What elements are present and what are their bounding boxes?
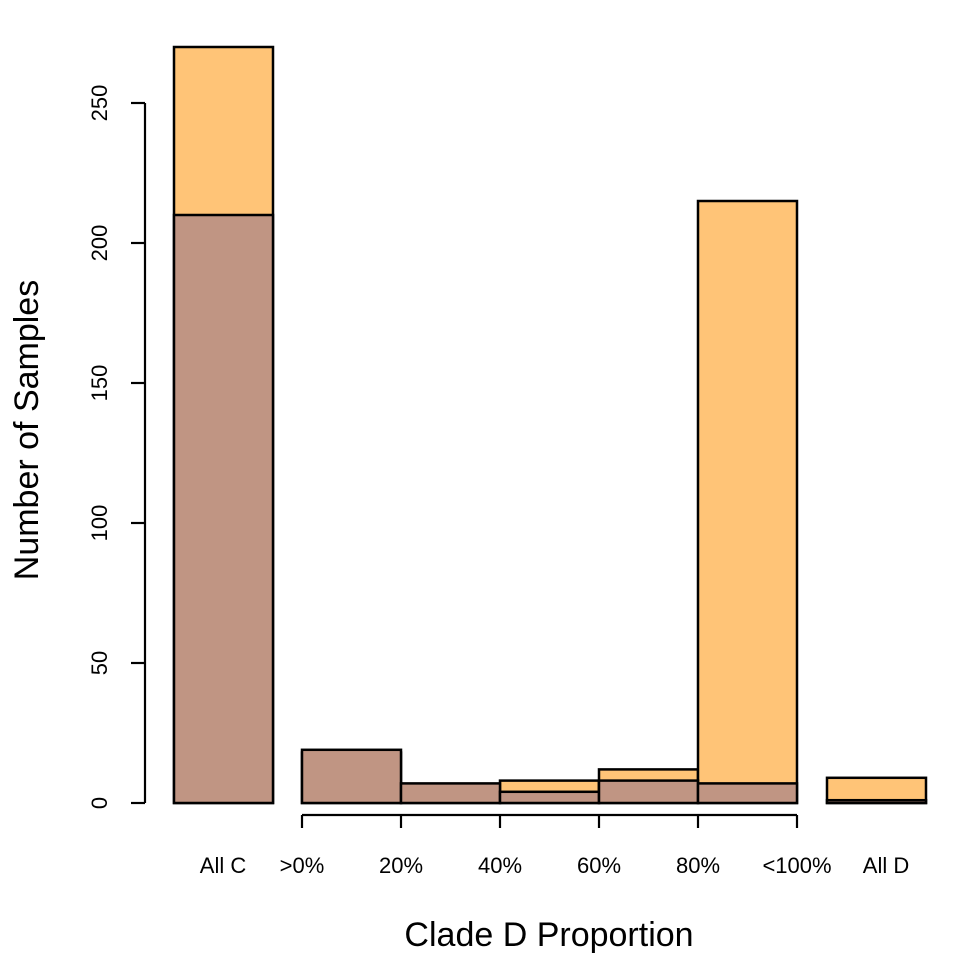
bar-series2-5: [696, 782, 799, 805]
bars-group: [172, 45, 928, 805]
y-tick-label: 50: [87, 651, 112, 675]
x-tick-label: 20%: [379, 853, 423, 878]
y-tick-label: 0: [87, 797, 112, 809]
bar-series2-1: [300, 748, 403, 805]
y-tick-label: 150: [87, 365, 112, 402]
y-tick-label: 250: [87, 85, 112, 122]
bar-series2-6: [825, 798, 928, 805]
x-tick-label: 40%: [478, 853, 522, 878]
x-tick-label: All C: [200, 853, 247, 878]
y-tick-label: 100: [87, 505, 112, 542]
x-axis: All C >0% 20% 40% 60% 80% <100% All D: [200, 813, 909, 878]
x-axis-title: Clade D Proportion: [404, 916, 693, 954]
bar-series2-2: [399, 782, 502, 805]
x-tick-label: All D: [863, 853, 909, 878]
y-axis: 0 50 100 150 200 250: [87, 85, 147, 809]
bar-series1-5: [696, 199, 799, 805]
bar-series2-4: [597, 779, 700, 805]
y-tick-label: 200: [87, 225, 112, 262]
x-tick-label: <100%: [762, 853, 831, 878]
y-axis-title: Number of Samples: [8, 280, 46, 580]
x-tick-label: 60%: [577, 853, 621, 878]
bar-series2-0: [172, 213, 275, 805]
x-tick-label: >0%: [280, 853, 325, 878]
x-tick-label: 80%: [676, 853, 720, 878]
bar-series2-3: [498, 790, 601, 805]
